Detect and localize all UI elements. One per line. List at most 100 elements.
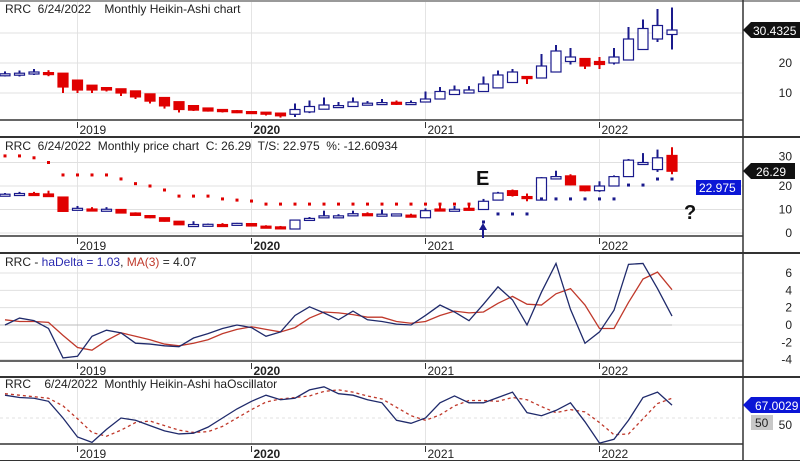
candle-body [260, 111, 272, 115]
candle-body [86, 84, 98, 91]
candle-body [231, 110, 243, 114]
candle-body [376, 101, 388, 106]
panel1-candle [361, 101, 374, 106]
candle-body [376, 213, 388, 217]
panel3-year-label: 2019 [80, 364, 107, 378]
trailing-stop-dot [612, 197, 616, 201]
trailing-stop-dot [177, 194, 181, 198]
panel2-candle [651, 149, 664, 172]
candle-body [158, 217, 171, 222]
panel1-last-value: 30.4325 [753, 24, 797, 38]
candle-body [202, 223, 214, 227]
panel2-candle [506, 189, 519, 197]
trailing-stop-dot [235, 198, 239, 202]
candle-body [579, 57, 591, 67]
trailing-stop-dot [337, 202, 340, 206]
panel1-candle [477, 76, 490, 93]
candle-body [173, 101, 185, 111]
trailing-stop-dot [206, 194, 210, 198]
panel1-candle [506, 69, 519, 84]
panel2-candle [579, 185, 591, 192]
candle-body [28, 71, 40, 75]
panel1-y-tick-label: 10 [779, 86, 793, 100]
candle-body [434, 90, 446, 100]
candle-body [535, 65, 548, 79]
candle-body [216, 108, 229, 113]
panel1-candle [57, 72, 69, 93]
panel3-y-tick-label: 0 [785, 318, 792, 332]
panel1-candle [245, 110, 258, 115]
panel2-stop-tag: 22.975 [696, 180, 741, 195]
panel2-candle [477, 198, 490, 211]
trailing-stop-dot [76, 173, 79, 177]
panel2-candle [115, 208, 127, 214]
panel1-candle [231, 110, 243, 114]
panel2-y-tick-label: 10 [779, 203, 793, 217]
panel1-candle [86, 84, 98, 93]
trailing-stop-dot [293, 202, 297, 206]
panel1-candle [622, 27, 635, 61]
panel1-candle [173, 101, 185, 113]
panel2-candle [42, 190, 55, 198]
panel2-candle [173, 220, 185, 226]
trailing-stop-dot [221, 197, 224, 201]
candle-body [303, 105, 316, 113]
panel2-candle [13, 191, 26, 197]
panel2-y-tick-label: 0 [785, 226, 792, 240]
up-arrow-icon [479, 223, 487, 238]
candle-body [506, 190, 519, 196]
panel1-year-label: 2021 [428, 123, 455, 137]
panel1-candle [535, 54, 548, 79]
panel1-candle [129, 90, 142, 99]
haoscillator-signal-line [4, 389, 673, 437]
panel2-candle [202, 223, 214, 227]
candle-body [564, 175, 577, 186]
panel2-year-label: 2021 [428, 239, 455, 253]
candle-body [463, 89, 475, 94]
panel1-candle [71, 79, 84, 93]
trailing-stop-dot [438, 202, 442, 206]
panel2-candle [390, 213, 403, 217]
trailing-stop-dot [540, 197, 543, 201]
trailing-stop-dot [409, 202, 413, 206]
trailing-stop-dot [32, 156, 36, 160]
panel3-y-tick-label: 6 [785, 266, 792, 280]
panel3-title: RRC - haDelta = 1.03, MA(3) = 4.07 [5, 255, 197, 269]
panel1-candle [608, 48, 620, 65]
candle-body [492, 74, 504, 89]
candle-body [260, 225, 272, 229]
panel2-candle [245, 223, 258, 227]
panel2-candle [187, 221, 200, 228]
panel4-title: RRC 6/24/2022 Monthly Heikin-Ashi haOsci… [5, 377, 277, 391]
candle-body [13, 72, 26, 76]
candle-body [289, 108, 301, 115]
candle-body [593, 185, 606, 192]
panel2-candle [289, 219, 301, 230]
candle-body [303, 217, 316, 222]
candle-body [477, 83, 490, 93]
candle-body [564, 56, 577, 63]
candle-body [115, 208, 127, 214]
panel1-candle [347, 97, 359, 108]
trailing-stop-dot [3, 154, 7, 158]
panel1-candle [0, 71, 11, 77]
panel1-last-tag: 30.4325 [743, 22, 800, 38]
candle-body [216, 223, 229, 228]
candle-body [637, 27, 649, 51]
trailing-stop-dot [308, 202, 311, 206]
candle-body [42, 193, 55, 198]
panel1-candle [419, 91, 432, 103]
trailing-stop-dot [366, 202, 369, 206]
trailing-stop-dot [569, 197, 572, 201]
panel1-candle [405, 100, 417, 106]
trailing-stop-dot [453, 202, 456, 206]
candle-body [521, 195, 533, 200]
panel1-candle [637, 19, 649, 51]
trailing-stop-dot [163, 188, 166, 192]
panel1-candle [28, 69, 40, 75]
panel3-title-ma-value: = 4.07 [159, 255, 196, 269]
trailing-stop-dot [598, 197, 601, 201]
trailing-stop-dot [61, 173, 65, 177]
panel4-y-tick-label: 50 [779, 418, 793, 432]
